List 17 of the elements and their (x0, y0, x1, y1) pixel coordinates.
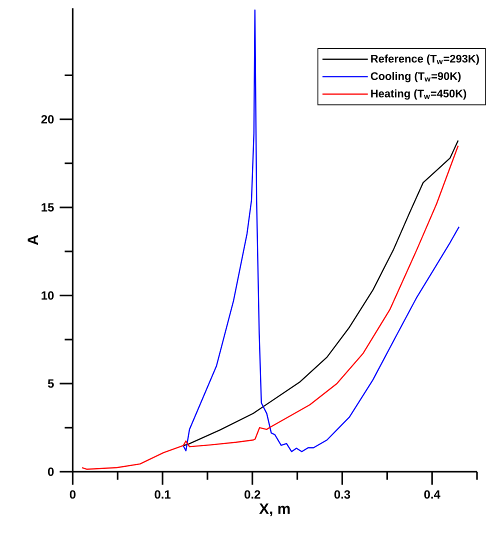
line-series (81, 145, 459, 470)
x-tick-label: 0.3 (334, 490, 350, 499)
x-tick-label: 0.1 (154, 490, 171, 499)
legend-label: Cooling (T$_{w}$=90K) (370, 72, 461, 82)
y-axis-title: A (28, 235, 38, 246)
x-tick-label: 0.4 (424, 490, 440, 499)
y-tick-label: 20 (41, 115, 54, 124)
x-tick-label: 0.2 (244, 490, 260, 499)
line-series (182, 140, 459, 446)
y-tick-label: 5 (48, 379, 54, 388)
y-tick-label: 10 (42, 291, 54, 300)
x-axis-title: X, m (259, 504, 290, 516)
y-tick-label: 0 (48, 467, 54, 476)
legend-label: Heating (T$_{w}$=450K) (371, 89, 466, 100)
y-tick-label: 15 (42, 203, 54, 212)
legend-label: Reference (T$_{w}$=293K) (371, 54, 479, 65)
x-tick-label: 0 (70, 490, 76, 499)
